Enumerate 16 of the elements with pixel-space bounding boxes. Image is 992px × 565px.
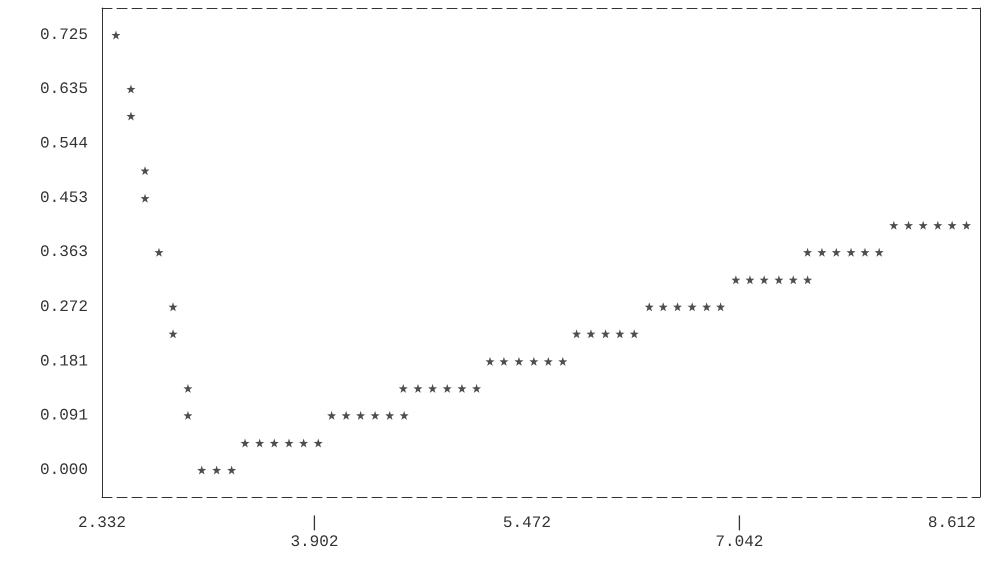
- y-tick-label: 0.453: [40, 189, 88, 208]
- x-tick-label: 8.612: [928, 514, 976, 532]
- x-tick-label: 5.472: [502, 514, 551, 532]
- x-tick-label: |: [310, 514, 320, 532]
- y-tick-label: 0.635: [40, 80, 88, 98]
- y-tick-label: 0.725: [40, 26, 88, 44]
- text: 3.902: [290, 533, 338, 551]
- y-tick-label: 0.544: [40, 134, 88, 153]
- y-tick-label: 0.000: [40, 461, 88, 479]
- y-tick-label: 0.272: [40, 298, 88, 316]
- y-tick-label: 0.363: [40, 243, 88, 262]
- y-tick-label: 0.091: [40, 406, 88, 424]
- y-tick-label: 0.181: [40, 352, 88, 370]
- x-tick-label: 2.332: [78, 514, 126, 532]
- x-tick-label: |: [734, 514, 744, 532]
- text: 7.042: [715, 533, 764, 551]
